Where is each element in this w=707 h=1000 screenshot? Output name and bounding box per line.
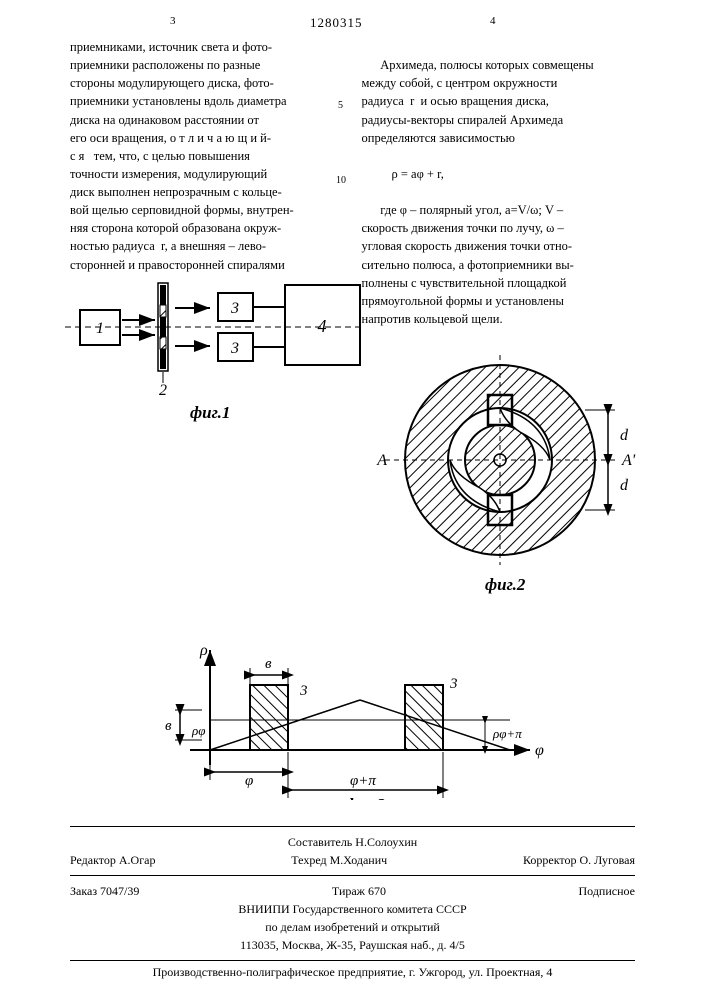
page-number-left: 3: [170, 15, 176, 27]
svg-text:ρφ+π: ρφ+π: [492, 726, 522, 741]
line-number-5: 5: [338, 100, 343, 111]
svg-text:A': A': [621, 452, 636, 469]
svg-text:1: 1: [96, 320, 104, 337]
org2: по делам изобретений и открытий: [70, 918, 635, 936]
svg-text:3: 3: [449, 676, 458, 692]
svg-text:ρ: ρ: [199, 642, 208, 659]
org1: ВНИИПИ Государственного комитета СССР: [70, 900, 635, 918]
editor: Редактор А.Огар: [70, 851, 155, 869]
svg-text:2: 2: [159, 382, 167, 399]
subscription: Подписное: [579, 882, 636, 900]
svg-text:d: d: [620, 427, 629, 444]
svg-text:d: d: [620, 477, 629, 494]
svg-text:фиг.1: фиг.1: [190, 403, 230, 422]
figure-1: 1 2 3: [65, 283, 360, 422]
svg-text:4: 4: [318, 316, 327, 336]
address: 113035, Москва, Ж-35, Раушская наб., д. …: [70, 936, 635, 954]
figure-3: ρ φ в 3 3 в: [165, 642, 544, 800]
svg-text:в: в: [265, 656, 272, 672]
svg-text:фиг.3: фиг.3: [345, 795, 386, 800]
figure-2: A A' d d фиг.2: [376, 355, 636, 594]
figures-container: 1 2 3: [60, 280, 650, 710]
line-number-10: 10: [336, 175, 346, 186]
svg-text:фиг.2: фиг.2: [485, 575, 526, 594]
patent-number: 1280315: [310, 15, 363, 31]
tech: Техред М.Ходанич: [291, 851, 387, 869]
right-text-1: Архимеда, полюсы которых совмещены между…: [362, 58, 594, 145]
svg-text:φ+π: φ+π: [350, 773, 376, 789]
order: Заказ 7047/39: [70, 882, 139, 900]
svg-text:в: в: [165, 718, 172, 734]
corrector: Корректор О. Луговая: [523, 851, 635, 869]
svg-text:3: 3: [230, 340, 239, 357]
svg-text:3: 3: [230, 300, 239, 317]
figures-svg: 1 2 3: [60, 280, 650, 800]
svg-text:ρφ: ρφ: [191, 723, 205, 738]
bottom-line: Производственно-полиграфическое предприя…: [70, 965, 635, 980]
formula: ρ = aφ + r,: [362, 165, 636, 183]
footer: Составитель Н.Солоухин Редактор А.Огар Т…: [70, 820, 635, 967]
svg-text:φ: φ: [245, 773, 253, 789]
svg-text:3: 3: [299, 683, 308, 699]
svg-text:A: A: [376, 452, 387, 469]
page-number-right: 4: [490, 15, 496, 27]
compiler: Составитель Н.Солоухин: [70, 833, 635, 851]
tirazh: Тираж 670: [332, 882, 386, 900]
svg-text:φ: φ: [535, 742, 544, 759]
